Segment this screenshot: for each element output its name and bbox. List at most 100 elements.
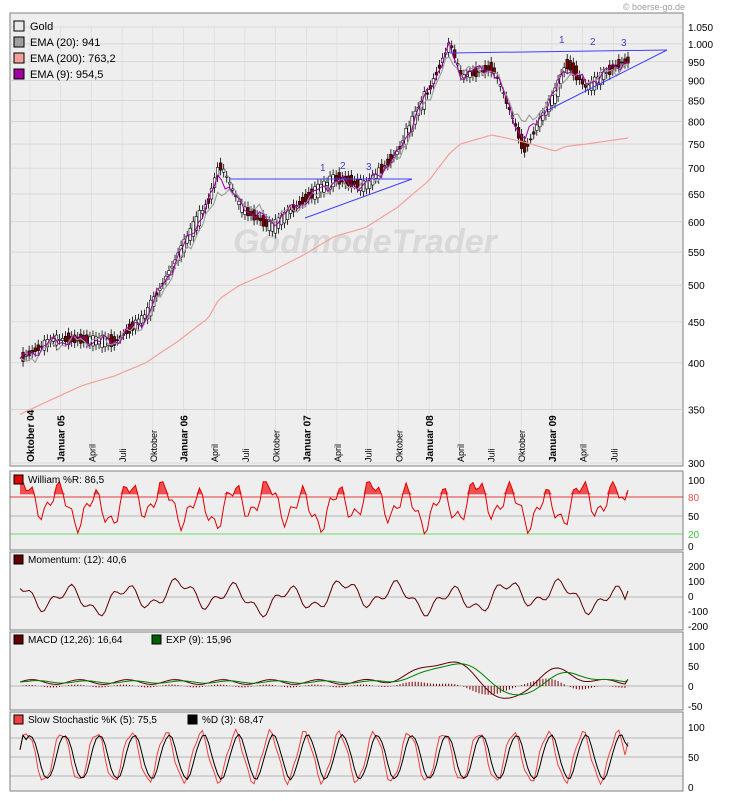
candle-body: [109, 334, 113, 348]
legend-ema20: EMA (20): 941: [30, 37, 100, 49]
candle-body: [425, 92, 429, 95]
x-tick-label: April: [456, 444, 466, 462]
price-y-tick: 300: [688, 459, 705, 470]
x-tick-label: Juli: [609, 448, 619, 462]
legend-macd: MACD (12,26): 16,64: [28, 635, 123, 646]
x-tick-label: April: [210, 444, 220, 462]
price-y-tick: 950: [688, 58, 705, 69]
series-ema200-line: [19, 134, 629, 415]
candle-body: [258, 217, 262, 221]
legend-swatch-ema9: [13, 68, 25, 80]
candle-body: [191, 221, 195, 237]
candle-body: [386, 158, 390, 166]
annotation-1a: 1: [320, 163, 326, 174]
price-y-axis: 1.050 1.000 950 900 850 800 750 700 650 600 550 500…: [688, 23, 713, 470]
candle-body: [395, 151, 399, 155]
candle-body: [112, 336, 116, 346]
stoch-tick-0: 0: [688, 783, 694, 794]
candle-body: [228, 181, 232, 185]
copyright-watermark: © boerse-go.de: [623, 2, 685, 12]
candle-body: [602, 71, 606, 80]
momentum-tick-100: 100: [688, 577, 705, 588]
legend-swatch-williams: [13, 474, 24, 485]
annotation-2a: 2: [340, 161, 346, 172]
candle-body: [246, 206, 250, 217]
candle-body: [328, 175, 332, 190]
candle-body: [523, 140, 527, 153]
macd-signal-line: [19, 663, 629, 696]
legend-swatch-stoch-d: [187, 714, 198, 725]
candle-body: [331, 174, 335, 188]
stoch-tick-100: 100: [688, 723, 705, 734]
series-ema9-line: [19, 40, 629, 359]
candle-body: [170, 265, 174, 269]
stoch-tick-50: 50: [688, 753, 700, 764]
candle-body: [261, 214, 265, 227]
x-tick-label: Oktober: [272, 430, 282, 462]
x-tick-label: April: [333, 444, 343, 462]
candle-body: [51, 338, 56, 342]
legend-swatch-exp: [151, 634, 162, 645]
candle-body: [298, 200, 302, 206]
legend-swatch-momentum: [13, 554, 24, 565]
series-ema20-line: [19, 56, 629, 364]
candle-body: [304, 193, 308, 202]
x-tick-label: April: [87, 444, 97, 462]
candle-body: [529, 138, 533, 141]
candle-body: [541, 112, 545, 121]
x-tick-label: Januar 05: [57, 415, 68, 462]
annotation-1b: 1: [559, 35, 565, 46]
candle-body: [36, 344, 40, 351]
candle-body: [222, 168, 226, 173]
price-y-tick: 500: [688, 281, 705, 292]
x-tick-label: Juli: [487, 448, 497, 462]
candle-body: [617, 59, 621, 68]
legend-stoch-d: %D (3): 68,47: [202, 715, 264, 726]
macd-tick-0: 0: [688, 682, 694, 693]
brand-watermark: GodmodeTrader: [233, 223, 499, 261]
x-tick-label: Oktober 04: [26, 409, 37, 462]
candle-body: [532, 131, 536, 135]
momentum-tick-m100: -100: [688, 607, 708, 618]
price-legend: Gold EMA (20): 941 EMA (200): 763,2 EMA …: [13, 20, 116, 81]
price-y-tick: 600: [688, 218, 705, 229]
price-y-tick: 450: [688, 318, 705, 329]
candle-body: [553, 87, 557, 104]
williams-line: [19, 480, 629, 535]
annotation-2b: 2: [590, 37, 596, 48]
price-gridlines: [10, 26, 683, 464]
candle-body: [127, 323, 132, 334]
candle-body: [60, 338, 65, 341]
momentum-line: [19, 577, 629, 618]
price-y-tick: 650: [688, 190, 705, 201]
candle-body: [200, 210, 205, 214]
candle-body: [219, 162, 223, 171]
candle-body: [407, 125, 411, 134]
candle-body: [626, 56, 630, 64]
williams-tick-20: 20: [688, 530, 700, 541]
candle-body: [352, 180, 357, 185]
candle-body: [301, 196, 305, 204]
candle-body: [623, 58, 627, 64]
x-tick-label: Januar 09: [548, 415, 559, 462]
price-x-axis: Oktober 04 Januar 05 April Juli Oktober Janua…: [26, 409, 619, 462]
price-y-tick: 1.050: [688, 23, 713, 34]
candle-body: [140, 315, 144, 324]
x-tick-label: Juli: [241, 448, 251, 462]
candle-body: [167, 270, 171, 276]
annotation-3b: 3: [621, 38, 627, 49]
macd-tick-m50: -50: [688, 702, 703, 713]
candle-body: [264, 218, 268, 227]
macd-line: [19, 661, 629, 699]
price-y-tick: 400: [688, 359, 705, 370]
momentum-panel: [9, 551, 684, 631]
candle-body: [237, 200, 241, 205]
candle-body: [364, 181, 369, 190]
candle-body: [57, 339, 62, 341]
candle-body: [273, 219, 277, 234]
candle-body: [334, 175, 338, 182]
candle-body: [316, 183, 320, 199]
price-y-tick: 850: [688, 97, 705, 108]
x-tick-label: April: [579, 444, 589, 462]
